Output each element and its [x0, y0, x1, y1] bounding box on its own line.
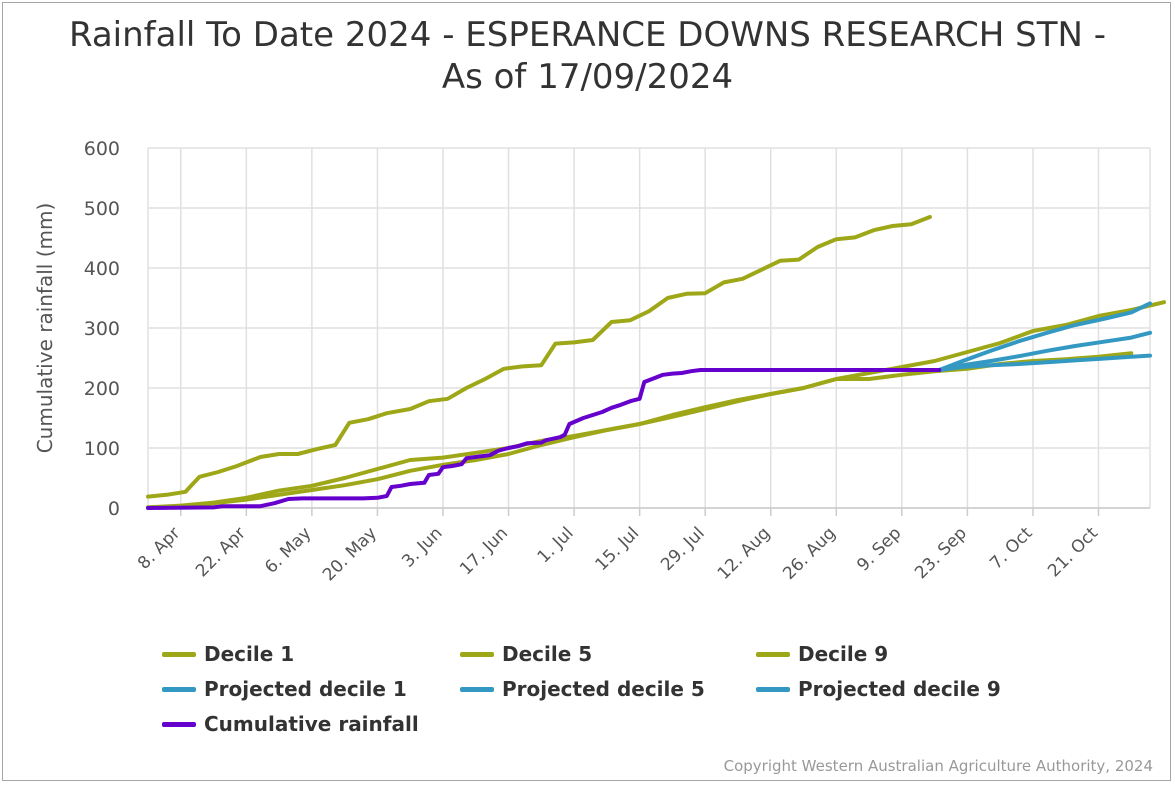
legend-item[interactable]: Decile 1 — [162, 641, 294, 667]
y-tick-label: 500 — [84, 198, 120, 220]
x-tick-label: 1. Jul — [534, 523, 578, 567]
y-tick-label: 600 — [84, 138, 120, 160]
chart-title: Rainfall To Date 2024 - ESPERANCE DOWNS … — [0, 14, 1175, 98]
axes — [148, 507, 1150, 516]
series-line-decile-9 — [146, 215, 932, 499]
x-tick-label: 29. Jul — [657, 523, 709, 575]
legend-swatch — [162, 651, 196, 657]
x-tick-label: 17. Jun — [456, 523, 512, 579]
legend-label: Cumulative rainfall — [204, 712, 419, 736]
legend-item[interactable]: Cumulative rainfall — [162, 711, 419, 737]
x-tick-label: 21. Oct — [1044, 523, 1102, 581]
legend-label: Decile 1 — [204, 642, 295, 666]
legend-item[interactable]: Projected decile 9 — [756, 676, 1001, 702]
legend-label: Decile 9 — [798, 642, 889, 666]
chart-title-line-1: Rainfall To Date 2024 - ESPERANCE DOWNS … — [68, 15, 1107, 55]
x-tick-label: 3. Jun — [398, 523, 446, 571]
x-tick-label: 9. Sep — [853, 523, 905, 575]
legend-label: Decile 5 — [502, 642, 593, 666]
y-tick-label: 100 — [84, 438, 120, 460]
y-axis-title: Cumulative rainfall (mm) — [33, 203, 57, 454]
legend-label: Projected decile 1 — [204, 677, 407, 701]
x-tick-label: 6. May — [261, 523, 315, 577]
legend-swatch — [756, 686, 790, 692]
x-tick-label: 26. Aug — [779, 523, 840, 584]
x-tick-label: 7. Oct — [986, 523, 1036, 573]
y-tick-label: 400 — [84, 258, 120, 280]
legend-swatch — [460, 686, 494, 692]
legend-item[interactable]: Projected decile 5 — [460, 676, 705, 702]
x-tick-label: 12. Aug — [714, 523, 775, 584]
data-series — [146, 215, 1166, 510]
x-tick-label: 23. Sep — [911, 523, 971, 583]
x-tick-label: 20. May — [319, 523, 381, 585]
legend-item[interactable]: Decile 9 — [756, 641, 888, 667]
legend-label: Projected decile 9 — [798, 677, 1001, 701]
series-line-projected-decile-1 — [937, 353, 1152, 372]
x-tick-label: 15. Jul — [592, 523, 644, 575]
legend-swatch — [756, 651, 790, 657]
chart-title-line-2: As of 17/09/2024 — [441, 57, 734, 97]
series-line-decile-5 — [146, 300, 1166, 510]
x-tick-label: 22. Apr — [192, 523, 250, 581]
series-line-cumulative-rainfall — [146, 368, 942, 510]
legend-swatch — [162, 721, 196, 727]
legend-swatch — [162, 686, 196, 692]
series-line-projected-decile-9 — [937, 301, 1152, 372]
legend-label: Projected decile 5 — [502, 677, 705, 701]
series-line-projected-decile-5 — [937, 330, 1152, 372]
y-tick-label: 0 — [108, 498, 120, 520]
legend-item[interactable]: Projected decile 1 — [162, 676, 407, 702]
y-tick-label: 200 — [84, 378, 120, 400]
legend-swatch — [460, 651, 494, 657]
legend-item[interactable]: Decile 5 — [460, 641, 592, 667]
axis-labels: Cumulative rainfall (mm) 0 100 200 300 400 50… — [33, 138, 1102, 585]
x-tick-label: 8. Apr — [134, 523, 184, 573]
copyright-notice: Copyright Western Australian Agriculture… — [723, 757, 1153, 775]
y-tick-label: 300 — [84, 318, 120, 340]
